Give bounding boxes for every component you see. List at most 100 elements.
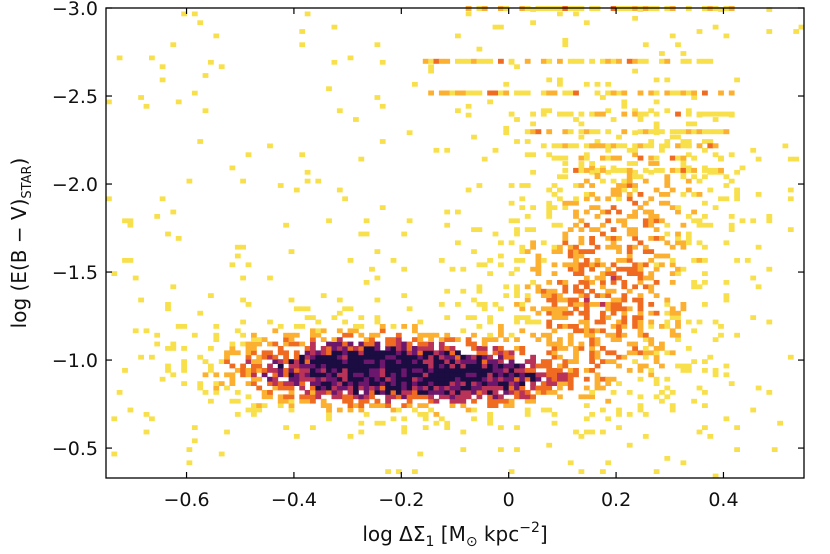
heatmap-cell xyxy=(438,372,445,378)
heatmap-cell xyxy=(664,394,671,400)
heatmap-cell xyxy=(669,187,676,193)
heatmap-cell xyxy=(326,376,332,382)
heatmap-cell xyxy=(444,288,451,294)
heatmap-cell xyxy=(412,368,418,373)
heatmap-cell xyxy=(379,139,386,144)
heatmap-cell xyxy=(712,117,719,122)
heatmap-cell xyxy=(755,156,762,162)
heatmap-cell xyxy=(605,306,612,312)
heatmap-cell xyxy=(551,381,558,386)
heatmap-cell xyxy=(481,390,488,395)
heatmap-cell xyxy=(374,297,381,303)
heatmap-cell xyxy=(422,354,429,360)
heatmap-cell xyxy=(433,350,440,356)
heatmap-cell xyxy=(712,205,719,210)
discrete-row-cell xyxy=(455,58,461,64)
heatmap-cell xyxy=(476,262,483,268)
discrete-row-cell xyxy=(626,167,633,173)
heatmap-cell xyxy=(492,147,499,153)
heatmap-cell xyxy=(363,341,370,347)
heatmap-cell xyxy=(535,262,542,268)
heatmap-cell xyxy=(229,346,236,351)
x-tick-label: −0.2 xyxy=(378,489,424,511)
heatmap-cell xyxy=(653,359,660,364)
heatmap-cell xyxy=(326,363,332,369)
heatmap-cell xyxy=(165,368,171,373)
heatmap-cell xyxy=(277,368,284,373)
heatmap-cell xyxy=(680,302,687,307)
heatmap-cell xyxy=(648,214,655,219)
heatmap-cell xyxy=(385,350,391,356)
heatmap-cell xyxy=(696,178,703,184)
heatmap-cell xyxy=(293,372,300,378)
heatmap-cell xyxy=(567,359,574,364)
heatmap-cell xyxy=(589,165,595,171)
heatmap-cell xyxy=(626,390,633,395)
heatmap-cell xyxy=(616,275,622,281)
heatmap-cell xyxy=(353,376,359,382)
heatmap-cell xyxy=(696,192,703,197)
discrete-row-cell xyxy=(567,111,574,117)
heatmap-cell xyxy=(363,346,370,351)
heatmap-cell xyxy=(218,64,225,70)
heatmap-cell xyxy=(540,288,547,294)
heatmap-cell xyxy=(363,337,370,342)
heatmap-cell xyxy=(299,376,306,382)
heatmap-cell xyxy=(734,192,740,197)
heatmap-cell xyxy=(234,412,241,417)
heatmap-cell xyxy=(664,385,671,391)
heatmap-cell xyxy=(213,372,220,378)
heatmap-cell xyxy=(696,258,703,263)
heatmap-cell xyxy=(428,398,434,404)
heatmap-cell xyxy=(379,385,386,391)
heatmap-cell xyxy=(465,337,472,342)
heatmap-cell xyxy=(605,293,612,298)
heatmap-cell xyxy=(583,376,590,382)
heatmap-cell xyxy=(422,381,429,386)
heatmap-cell xyxy=(723,280,730,285)
heatmap-cell xyxy=(562,372,569,378)
heatmap-cell xyxy=(685,214,692,219)
discrete-row-cell xyxy=(680,167,687,173)
heatmap-cell xyxy=(626,227,633,232)
heatmap-cell xyxy=(573,302,579,307)
heatmap-cell xyxy=(535,363,542,369)
heatmap-cell xyxy=(310,328,316,334)
heatmap-cell xyxy=(675,205,681,210)
heatmap-cell xyxy=(251,341,257,347)
heatmap-cell xyxy=(369,381,375,386)
heatmap-cell xyxy=(503,293,510,298)
heatmap-cell xyxy=(594,275,601,281)
heatmap-cell xyxy=(197,381,204,386)
heatmap-cell xyxy=(562,200,569,206)
heatmap-cell xyxy=(610,390,617,395)
heatmap-cell xyxy=(385,398,391,404)
heatmap-cell xyxy=(675,42,681,48)
heatmap-cell xyxy=(567,368,574,373)
heatmap-cell xyxy=(530,398,536,404)
discrete-row-cell xyxy=(702,90,708,96)
heatmap-cell xyxy=(417,451,424,457)
heatmap-cell xyxy=(530,169,536,175)
heatmap-cell xyxy=(626,147,633,153)
heatmap-cell xyxy=(240,332,246,338)
heatmap-cell xyxy=(605,236,612,241)
heatmap-cell xyxy=(589,354,595,360)
heatmap-cell xyxy=(680,368,687,373)
heatmap-cell xyxy=(476,183,483,188)
heatmap-cell xyxy=(648,372,655,378)
heatmap-cell xyxy=(546,280,553,285)
heatmap-cell xyxy=(256,376,263,382)
heatmap-cell xyxy=(390,376,397,382)
heatmap-cell xyxy=(648,319,655,325)
discrete-row-cell xyxy=(594,143,601,149)
heatmap-cell xyxy=(573,306,579,312)
heatmap-cell xyxy=(632,161,638,166)
discrete-row-cell xyxy=(621,143,628,149)
heatmap-cell xyxy=(557,363,563,369)
heatmap-cell xyxy=(578,236,585,241)
heatmap-cell xyxy=(422,390,429,395)
y-tick-label: −2.0 xyxy=(52,174,98,196)
heatmap-cell xyxy=(616,407,622,413)
discrete-row-cell xyxy=(492,90,499,96)
